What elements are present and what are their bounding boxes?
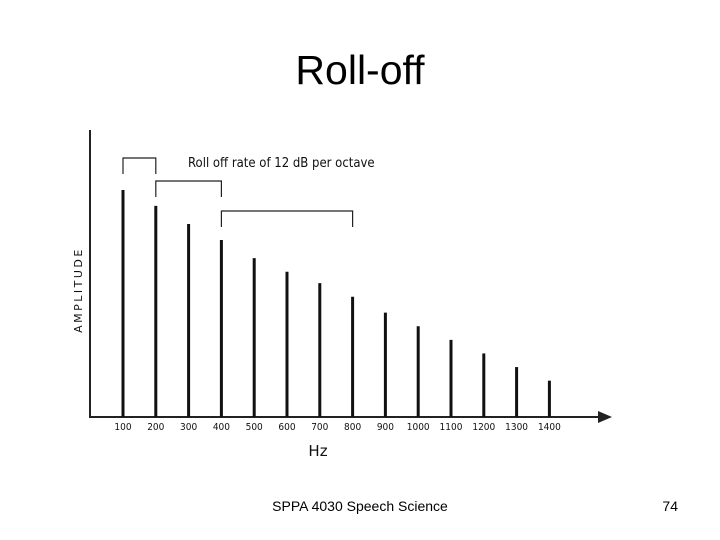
x-tick-label-700: 700: [311, 422, 328, 433]
x-tick-label-1200: 1200: [472, 422, 495, 433]
rolloff-annotation: Roll off rate of 12 dB per octave: [188, 156, 375, 171]
x-tick-label-900: 900: [377, 422, 394, 433]
footer-course: SPPA 4030 Speech Science: [272, 498, 448, 514]
octave-bracket-400-800: [220, 210, 354, 227]
chart-axes: [89, 130, 612, 423]
x-axis-arrowhead: [598, 411, 612, 423]
x-tick-label-1300: 1300: [505, 422, 528, 433]
x-tick-label-200: 200: [147, 422, 164, 433]
y-axis-label: AMPLITUDE: [72, 247, 85, 333]
x-tick-label-800: 800: [344, 422, 361, 433]
octave-brackets: [122, 157, 354, 227]
x-tick-label-300: 300: [180, 422, 197, 433]
x-tick-label-1100: 1100: [440, 422, 463, 433]
x-tick-label-1000: 1000: [407, 422, 430, 433]
chart-bars: [121, 190, 551, 417]
x-tick-labels: 100 200 300 400 500 600 700 800 900 1000 1100 1200 1…: [114, 422, 561, 433]
octave-bracket-200-400: [155, 180, 222, 197]
slide-title: Roll-off: [295, 47, 425, 93]
octave-bracket-100-200: [122, 157, 157, 174]
x-tick-label-100: 100: [114, 422, 131, 433]
page-number: 74: [662, 498, 678, 514]
x-tick-label-600: 600: [278, 422, 295, 433]
x-tick-label-500: 500: [246, 422, 263, 433]
x-tick-label-1400: 1400: [538, 422, 561, 433]
x-axis-label: Hz: [308, 442, 327, 460]
x-tick-label-400: 400: [213, 422, 230, 433]
